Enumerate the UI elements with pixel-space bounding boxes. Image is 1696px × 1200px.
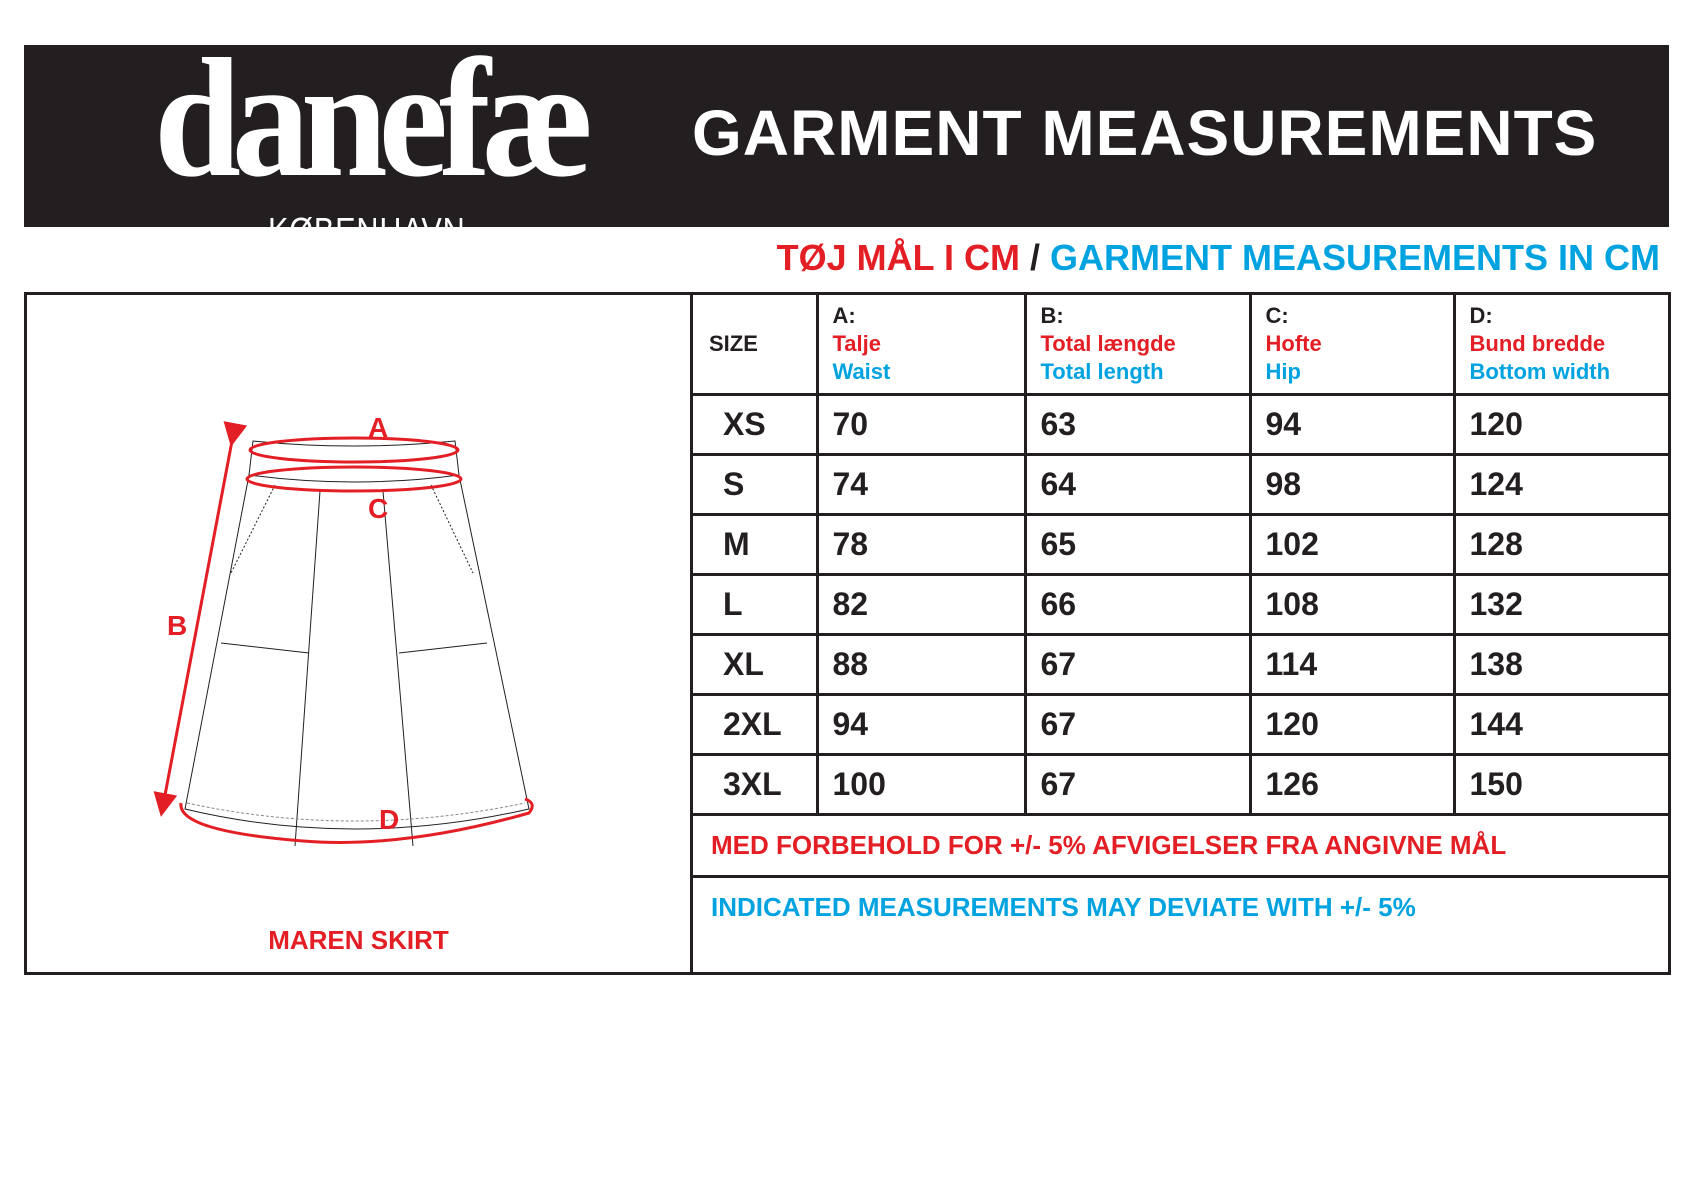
skirt-outline: [184, 440, 530, 847]
measurement-cell: 94: [1248, 393, 1456, 456]
product-name: MAREN SKIRT: [268, 925, 449, 955]
measurement-cell: 74: [815, 453, 1027, 516]
measurement-cell: 120: [1248, 693, 1456, 756]
measurement-cell: 124: [1452, 453, 1668, 516]
column-header-b: B: Total længde Total length: [1023, 295, 1252, 396]
marker-d-label: D: [379, 804, 399, 835]
measurement-cell: 98: [1248, 453, 1456, 516]
subtitle: TØJ MÅL I CM / GARMENT MEASUREMENTS IN C…: [777, 240, 1660, 276]
measurement-cell: 64: [1023, 453, 1252, 516]
measurement-markers: [153, 421, 534, 844]
measurement-cell: 126: [1248, 753, 1456, 816]
measurement-cell: 78: [815, 513, 1027, 576]
note-danish-row: MED FORBEHOLD FOR +/- 5% AFVIGELSER FRA …: [693, 813, 1668, 878]
header-banner: danefæ KØBENHAVN GARMENT MEASUREMENTS: [24, 33, 1669, 249]
measurement-cell: 114: [1248, 633, 1456, 696]
measurement-cell: 65: [1023, 513, 1252, 576]
table-row: S 74 64 98 124: [693, 453, 1668, 516]
size-cell: M: [693, 513, 819, 576]
measurement-cell: 70: [815, 393, 1027, 456]
size-cell: XL: [693, 633, 819, 696]
size-cell: L: [693, 573, 819, 636]
measurement-cell: 67: [1023, 633, 1252, 696]
measurement-panel: A B C D MAREN SKIRT SIZE A: Talje Waist B:…: [24, 292, 1671, 975]
marker-d-ellipse: [179, 797, 534, 844]
table-row: XL 88 67 114 138: [693, 633, 1668, 696]
measurement-cell: 67: [1023, 693, 1252, 756]
marker-b-arrow: [153, 421, 248, 817]
subtitle-separator: /: [1029, 237, 1040, 278]
brand-name: danefæ: [154, 24, 595, 212]
table-header-row: SIZE A: Talje Waist B: Total længde Total le…: [693, 295, 1668, 396]
size-cell: 2XL: [693, 693, 819, 756]
measurement-cell: 100: [815, 753, 1027, 816]
table-row: XS 70 63 94 120: [693, 393, 1668, 456]
column-header-c: C: Hofte Hip: [1248, 295, 1456, 396]
skirt-diagram: A B C D: [153, 412, 534, 847]
measurement-cell: 66: [1023, 573, 1252, 636]
marker-c-ellipse: [245, 465, 463, 493]
measurement-cell: 63: [1023, 393, 1252, 456]
note-english: INDICATED MEASUREMENTS MAY DEVIATE WITH …: [693, 875, 1668, 937]
measurement-cell: 138: [1452, 633, 1668, 696]
measurement-cell: 82: [815, 573, 1027, 636]
table-row: 3XL 100 67 126 150: [693, 753, 1668, 816]
marker-b-label: B: [167, 610, 187, 641]
measurement-cell: 128: [1452, 513, 1668, 576]
measurement-cell: 144: [1452, 693, 1668, 756]
size-header: SIZE: [693, 295, 819, 396]
panel-divider: [690, 295, 693, 972]
measurement-cell: 102: [1248, 513, 1456, 576]
measurement-cell: 120: [1452, 393, 1668, 456]
brand-city: KØBENHAVN: [268, 210, 466, 251]
subtitle-english: GARMENT MEASUREMENTS IN CM: [1050, 237, 1660, 278]
column-header-d: D: Bund bredde Bottom width: [1452, 295, 1668, 396]
table-row: L 82 66 108 132: [693, 573, 1668, 636]
page-title: GARMENT MEASUREMENTS: [692, 97, 1598, 169]
measurement-cell: 94: [815, 693, 1027, 756]
note-danish: MED FORBEHOLD FOR +/- 5% AFVIGELSER FRA …: [693, 813, 1668, 878]
marker-a-ellipse: [248, 436, 460, 464]
marker-c-label: C: [368, 493, 388, 524]
measurement-cell: 108: [1248, 573, 1456, 636]
measurement-cell: 67: [1023, 753, 1252, 816]
size-cell: XS: [693, 393, 819, 456]
table-row: M 78 65 102 128: [693, 513, 1668, 576]
column-header-a: A: Talje Waist: [815, 295, 1027, 396]
measurement-cell: 132: [1452, 573, 1668, 636]
marker-a-label: A: [368, 412, 388, 443]
table-row: 2XL 94 67 120 144: [693, 693, 1668, 756]
note-english-row: INDICATED MEASUREMENTS MAY DEVIATE WITH …: [693, 875, 1668, 937]
size-cell: 3XL: [693, 753, 819, 816]
size-cell: S: [693, 453, 819, 516]
measurement-cell: 88: [815, 633, 1027, 696]
size-table: SIZE A: Talje Waist B: Total længde Total le…: [693, 295, 1668, 937]
measurement-cell: 150: [1452, 753, 1668, 816]
subtitle-danish: TØJ MÅL I CM: [776, 237, 1020, 278]
